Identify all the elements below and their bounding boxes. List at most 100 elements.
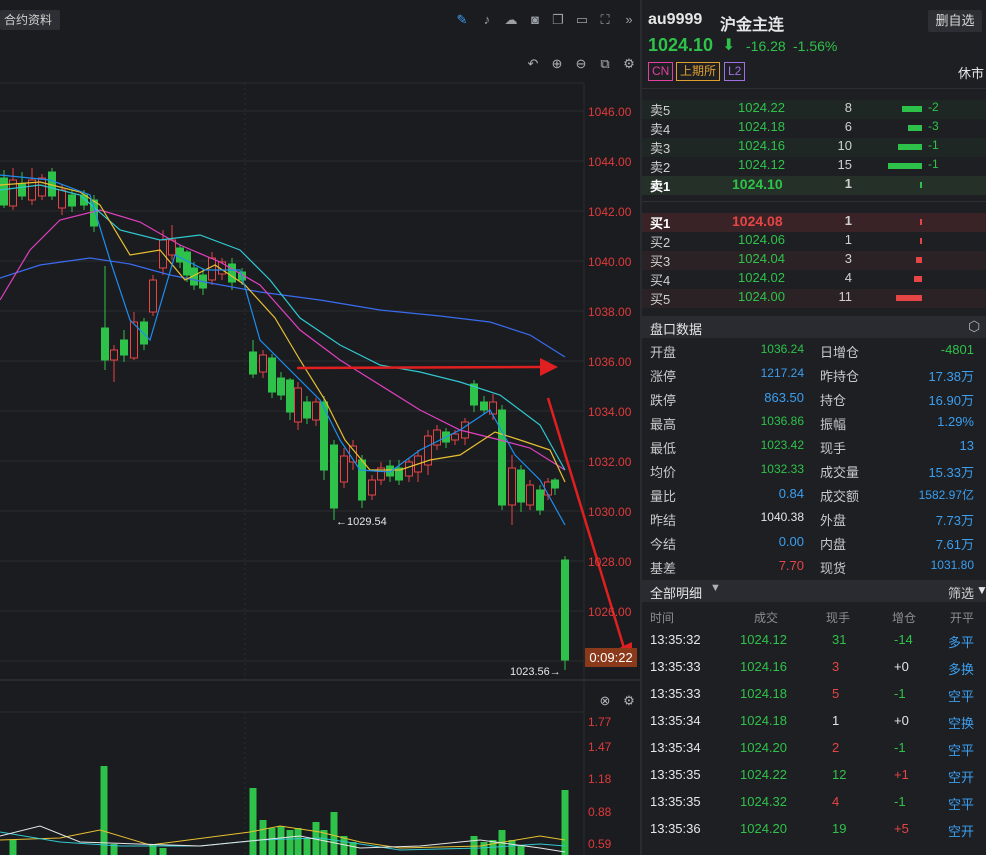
tick-volume: 5 xyxy=(832,686,840,701)
draw-icon[interactable]: ✎ xyxy=(456,12,468,27)
stat-value: 0.00 xyxy=(778,534,804,549)
price-tick: 1038.00 xyxy=(588,305,632,319)
tick-volume: 12 xyxy=(832,767,847,782)
price-tick: 1032.00 xyxy=(588,455,632,469)
contract-info-button[interactable]: 合约资料 xyxy=(0,10,61,30)
candle-body xyxy=(228,263,236,283)
tick-time: 13:35:35 xyxy=(650,767,701,782)
stat-value: 863.50 xyxy=(764,390,804,405)
tick-row[interactable]: 13:35:33 1024.16 3 +0 多换 xyxy=(642,659,986,679)
camera-icon[interactable]: ◙ xyxy=(531,12,539,27)
ask-label: 卖4 xyxy=(650,122,671,137)
bid-price: 1024.00 xyxy=(738,289,785,304)
tick-row[interactable]: 13:35:35 1024.32 4 -1 空平 xyxy=(642,794,986,814)
tick-row[interactable]: 13:35:32 1024.12 31 -14 多平 xyxy=(642,632,986,652)
candle-body xyxy=(340,455,348,483)
remove-watchlist-button[interactable]: 删自选 xyxy=(928,10,982,32)
zoom-in-icon[interactable]: ⊕ xyxy=(551,56,563,71)
candle-body xyxy=(405,461,413,477)
ask-row[interactable]: 卖2 1024.12 15 -1 xyxy=(642,157,986,176)
stat-value: 7.73万 xyxy=(935,513,974,528)
ask-depth-bar xyxy=(908,125,922,131)
undo-icon[interactable]: ↶ xyxy=(527,56,539,71)
bid-price: 1024.04 xyxy=(738,251,785,266)
bid-row[interactable]: 买3 1024.04 3 xyxy=(642,251,986,270)
ask-depth-bar xyxy=(902,106,922,112)
cloud-icon[interactable]: ☁ xyxy=(504,12,518,27)
ticks-title[interactable]: 全部明细 xyxy=(650,586,703,601)
fullscreen-icon[interactable]: ⛶ xyxy=(600,12,610,27)
tick-row[interactable]: 13:35:36 1024.20 19 +5 空开 xyxy=(642,821,986,841)
tick-price: 1024.18 xyxy=(740,686,787,701)
tick-row[interactable]: 13:35:34 1024.20 2 -1 空平 xyxy=(642,740,986,760)
price-tick: 1034.00 xyxy=(588,405,632,419)
ask-row[interactable]: 卖5 1024.22 8 -2 xyxy=(642,100,986,119)
volume-bar xyxy=(294,828,302,855)
col-time: 时间 xyxy=(650,611,675,625)
stat-value: 1036.86 xyxy=(760,414,804,428)
tick-price: 1024.22 xyxy=(740,767,787,782)
kline-chart-area[interactable]: 合约资料 ✎ ♪ ☁ ◙ ❐ ▭ ⛶ » ↶ ⊕ ⊖ ⧉ ⚙ xyxy=(0,0,640,855)
chevron-down-icon[interactable]: ▼ xyxy=(710,582,721,594)
filter-button[interactable]: 筛选 xyxy=(948,586,975,601)
zoom-out-icon[interactable]: ⊖ xyxy=(575,56,587,71)
countdown-badge: 0:09:22 xyxy=(585,648,637,667)
tick-time: 13:35:34 xyxy=(650,740,701,755)
volume-bar xyxy=(470,836,478,855)
candle-body xyxy=(140,321,148,345)
collapse-icon[interactable]: » xyxy=(625,12,633,27)
stat-label: 最低 xyxy=(650,441,677,456)
candle-body xyxy=(508,467,516,506)
bid-row[interactable]: 买4 1024.02 4 xyxy=(642,270,986,289)
symbol-name: 沪金主连 xyxy=(720,17,785,34)
indicator-settings-icon[interactable]: ⚙ xyxy=(623,693,635,708)
price-tick: 1030.00 xyxy=(588,505,632,519)
volume-bar xyxy=(9,840,17,855)
last-price: 1024.10 xyxy=(648,35,714,55)
stat-value: 1036.24 xyxy=(760,342,804,356)
panel-settings-icon[interactable]: ⬡ xyxy=(968,318,981,334)
ask-change: -1 xyxy=(928,157,939,171)
bid-label: 买4 xyxy=(650,273,671,288)
close-indicator-icon[interactable]: ⊗ xyxy=(599,693,611,708)
tick-row[interactable]: 13:35:33 1024.18 5 -1 空平 xyxy=(642,686,986,706)
stat-value: 1.29% xyxy=(937,414,974,429)
stat-label: 日增仓 xyxy=(820,345,860,360)
col-price: 成交 xyxy=(754,611,779,625)
candle-body xyxy=(480,401,488,411)
bid-row[interactable]: 买5 1024.00 11 xyxy=(642,289,986,308)
tick-oi: -1 xyxy=(894,794,906,809)
tick-oi: +1 xyxy=(894,767,909,782)
tick-row[interactable]: 13:35:34 1024.18 1 +0 空换 xyxy=(642,713,986,733)
ask-row[interactable]: 卖3 1024.16 10 -1 xyxy=(642,138,986,157)
copy-icon[interactable]: ❐ xyxy=(552,12,564,27)
stat-value: -4801 xyxy=(940,342,974,357)
volume-bar xyxy=(480,842,488,855)
candle-body xyxy=(28,179,36,201)
candle-body xyxy=(101,327,109,361)
filter-icon[interactable]: ▼ xyxy=(976,583,986,597)
tick-type: 空平 xyxy=(948,797,975,812)
tag-exchange: 上期所 xyxy=(676,62,721,81)
bid-price: 1024.08 xyxy=(732,213,783,229)
settings-icon[interactable]: ⚙ xyxy=(623,56,635,71)
bid-row[interactable]: 买2 1024.06 1 xyxy=(642,232,986,251)
ask-row[interactable]: 卖4 1024.18 6 -3 xyxy=(642,119,986,138)
candle-body xyxy=(249,351,257,375)
monitor-icon[interactable]: ▭ xyxy=(575,12,589,27)
bell-icon[interactable]: ♪ xyxy=(483,12,491,27)
stat-value: 7.61万 xyxy=(935,537,974,552)
stat-label: 均价 xyxy=(650,465,677,480)
layout-icon[interactable]: ⧉ xyxy=(600,56,610,71)
tick-price: 1024.12 xyxy=(740,632,787,647)
tick-row[interactable]: 13:35:35 1024.22 12 +1 空开 xyxy=(642,767,986,787)
ask-price: 1024.18 xyxy=(738,119,785,134)
tick-oi: -1 xyxy=(894,686,906,701)
volume-bar xyxy=(349,842,357,855)
bid-row[interactable]: 买1 1024.08 1 xyxy=(642,213,986,232)
tick-volume: 31 xyxy=(832,632,847,647)
volume-bar xyxy=(320,830,328,855)
ask-row[interactable]: 卖1 1024.10 1 xyxy=(642,176,986,195)
stat-value: 1023.42 xyxy=(760,438,804,452)
tick-type: 空平 xyxy=(948,743,975,758)
